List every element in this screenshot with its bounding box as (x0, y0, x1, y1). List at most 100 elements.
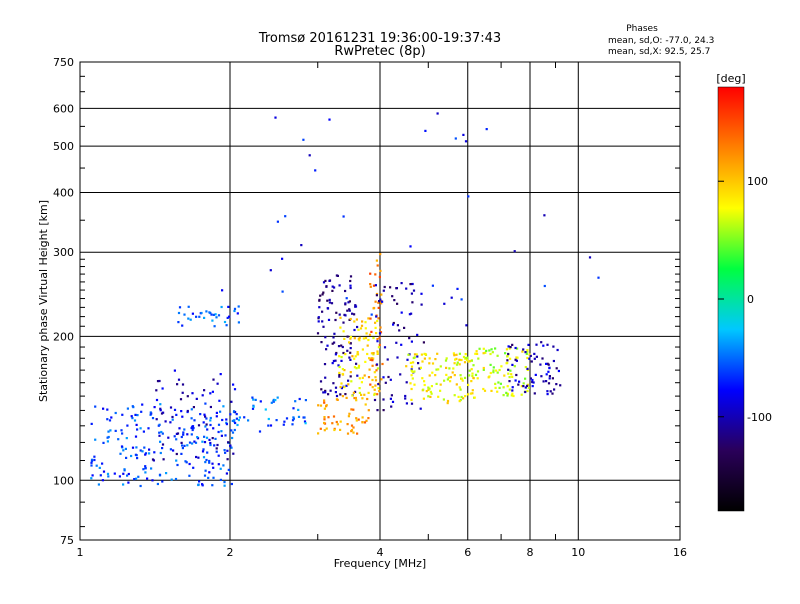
data-point (352, 391, 355, 394)
data-point (237, 321, 240, 324)
data-point (344, 302, 347, 305)
data-point (509, 369, 512, 372)
data-point (94, 438, 97, 441)
data-point (445, 357, 448, 360)
data-point (445, 373, 448, 376)
data-point (353, 366, 356, 369)
data-point (454, 137, 457, 140)
data-point (205, 423, 208, 426)
data-point (356, 325, 359, 329)
data-point (547, 370, 550, 373)
data-point (336, 274, 339, 277)
data-point (369, 285, 372, 288)
data-point (527, 386, 530, 389)
data-point (474, 373, 478, 376)
data-point (451, 371, 454, 374)
data-point (181, 447, 184, 450)
data-point (464, 356, 467, 360)
data-point (349, 337, 352, 340)
data-point (489, 363, 492, 366)
data-point (331, 289, 334, 292)
data-point (408, 337, 411, 340)
data-point (335, 311, 338, 314)
data-point (524, 386, 527, 389)
data-point (390, 394, 393, 397)
data-point (436, 112, 439, 115)
data-point (107, 430, 110, 433)
data-point (251, 407, 255, 410)
data-point (471, 372, 474, 375)
data-point (353, 313, 356, 316)
data-point (198, 315, 201, 318)
data-point (220, 434, 223, 437)
data-point (164, 420, 167, 423)
data-point (233, 419, 236, 422)
data-point (297, 415, 301, 418)
data-point (545, 362, 548, 365)
data-point (460, 395, 463, 399)
data-point (489, 371, 492, 375)
data-point (190, 433, 193, 436)
data-point (126, 474, 129, 477)
data-point (332, 359, 335, 363)
data-point (339, 385, 342, 389)
data-point (218, 399, 221, 402)
data-point (509, 357, 512, 360)
data-point (161, 480, 164, 483)
data-point (243, 416, 246, 419)
data-point (381, 362, 384, 366)
data-point (122, 472, 125, 475)
data-point (321, 310, 324, 313)
data-point (323, 401, 326, 404)
data-point (409, 245, 412, 248)
data-point (231, 436, 234, 440)
data-point (235, 413, 238, 416)
data-point (158, 434, 161, 437)
data-point (546, 343, 549, 346)
data-point (506, 355, 509, 358)
data-point (151, 458, 155, 461)
data-point (470, 380, 473, 383)
data-point (221, 289, 224, 292)
data-point (348, 308, 351, 311)
data-point (292, 407, 295, 410)
data-point (452, 352, 455, 355)
data-point (209, 392, 212, 395)
data-point (223, 449, 226, 452)
data-point (464, 353, 467, 356)
data-point (233, 309, 236, 313)
data-point (324, 376, 327, 379)
data-point (507, 345, 510, 348)
data-point (336, 423, 339, 426)
data-point (450, 296, 453, 299)
data-point (184, 460, 187, 463)
data-point (323, 416, 326, 419)
data-point (172, 449, 175, 452)
data-point (382, 398, 385, 401)
data-point (285, 417, 289, 420)
data-point (215, 415, 218, 418)
data-point (101, 479, 104, 482)
data-point (395, 341, 398, 344)
data-point (212, 476, 215, 479)
data-point (552, 345, 555, 348)
data-point (458, 386, 461, 389)
data-point (405, 365, 408, 368)
data-point (490, 348, 493, 351)
data-point (272, 399, 275, 402)
data-point (213, 325, 216, 328)
data-point (234, 421, 237, 425)
data-point (201, 484, 204, 487)
data-point (303, 416, 306, 419)
data-point (507, 372, 510, 375)
data-point (361, 421, 364, 424)
data-point (219, 478, 222, 481)
data-point (177, 321, 180, 324)
data-point (217, 454, 220, 457)
data-point (511, 389, 514, 392)
data-point (396, 324, 399, 327)
data-point (372, 352, 375, 355)
data-point (150, 467, 153, 470)
data-point (207, 476, 210, 479)
